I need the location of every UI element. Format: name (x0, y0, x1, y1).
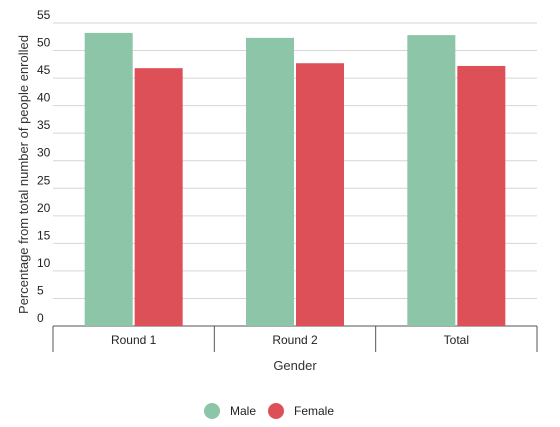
y-tick-label: 55 (37, 8, 51, 22)
y-axis-title: Percentage from total number of people e… (16, 35, 31, 314)
x-tick-label: Round 1 (111, 333, 157, 347)
x-axis-title: Gender (273, 358, 317, 373)
y-tick-label: 40 (37, 91, 51, 105)
y-tick-label: 20 (37, 201, 51, 215)
y-tick-label: 50 (37, 36, 51, 50)
y-tick-label: 35 (37, 118, 51, 132)
x-tick-label: Total (444, 333, 469, 347)
bars (84, 32, 506, 327)
legend-item-female: Female (268, 403, 334, 419)
bar-male-total (407, 35, 456, 327)
y-tick-label: 15 (37, 228, 51, 242)
bar-male-round-1 (84, 32, 133, 327)
legend: Male Female (204, 403, 334, 419)
y-tick-labels: 0 5 10 15 20 25 30 35 40 45 50 55 (37, 8, 51, 325)
gridlines (53, 22, 537, 327)
legend-label: Male (230, 404, 256, 418)
bar-female-round-1 (134, 68, 183, 326)
y-tick-label: 0 (37, 311, 44, 325)
bar-female-round-2 (296, 63, 344, 326)
bar-male-round-2 (246, 37, 294, 327)
y-tick-label: 25 (37, 173, 51, 187)
y-tick-label: 30 (37, 146, 51, 160)
x-tick-label: Round 2 (272, 333, 318, 347)
y-tick-label: 10 (37, 256, 51, 270)
bar-female-total (457, 65, 506, 326)
legend-label: Female (294, 404, 334, 418)
x-axis: Round 1 Round 2 Total (52, 326, 538, 352)
legend-item-male: Male (204, 403, 256, 419)
legend-swatch (268, 403, 284, 419)
y-tick-label: 5 (37, 283, 44, 297)
y-tick-label: 45 (37, 63, 51, 77)
legend-swatch (204, 403, 220, 419)
